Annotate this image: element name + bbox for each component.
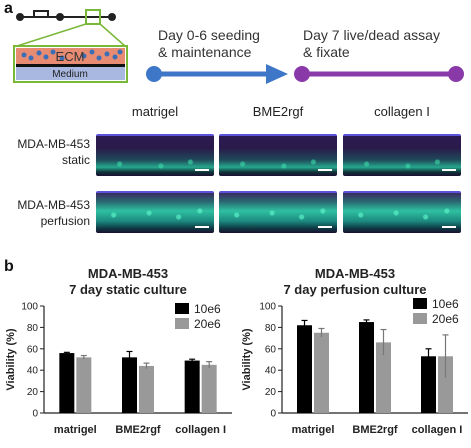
device-schematic: ECM Medium	[13, 9, 128, 83]
micrograph-perfusion-collagen	[343, 191, 461, 233]
category-label: collagen I	[175, 424, 226, 436]
y-tick-label: 40	[265, 366, 277, 377]
y-tick-label: 100	[259, 302, 276, 313]
col-head-matrigel: matrigel	[131, 104, 179, 119]
y-axis-label: Viability (%)	[241, 328, 253, 390]
chart1-title-line1: MDA-MB-453	[87, 266, 169, 281]
bar	[421, 356, 436, 413]
row-perfusion-line1: MDA-MB-453	[17, 198, 90, 212]
legend-label: 10e6	[432, 297, 459, 311]
category-label: matrigel	[292, 424, 335, 436]
scale-bar	[442, 226, 456, 228]
step1-dot	[146, 66, 162, 82]
micrograph-static-collagen	[343, 134, 461, 176]
step1-arrow-head	[266, 64, 288, 84]
bar	[122, 357, 137, 413]
y-tick-label: 20	[265, 387, 277, 398]
bar	[139, 365, 154, 413]
step2-text: Day 7 live/dead assay & fixate	[303, 27, 440, 61]
medium-label: Medium	[52, 69, 88, 80]
micrograph-perfusion-bme2rgf	[219, 191, 337, 233]
col-head-bme2rgf: BME2rgf	[252, 104, 304, 119]
channel-bend	[33, 10, 49, 17]
col-head-collagen: collagen I	[374, 104, 430, 119]
chart2-title: MDA-MB-453 7 day perfusion culture	[242, 266, 468, 298]
micrograph-perfusion-matrigel	[96, 191, 214, 233]
timeline-arrows	[146, 64, 464, 84]
bar	[359, 322, 374, 413]
scale-bar	[318, 226, 332, 228]
panel-b-letter: b	[4, 258, 14, 275]
bar	[314, 332, 329, 413]
legend-swatch	[413, 313, 427, 324]
legend-label: 20e6	[432, 312, 459, 326]
step2-start-dot	[294, 66, 310, 82]
step2-line1: Day 7 live/dead assay	[303, 27, 440, 43]
y-tick-label: 60	[265, 344, 277, 355]
inlet-port	[16, 13, 24, 21]
chart2-title-line2: 7 day perfusion culture	[283, 282, 427, 297]
chart2-title-line1: MDA-MB-453	[314, 266, 396, 281]
legend-swatch	[175, 303, 189, 314]
y-tick-label: 80	[265, 323, 277, 334]
port-middle	[56, 13, 64, 21]
y-tick-label: 20	[27, 387, 39, 398]
step1-line2: & maintenance	[158, 44, 252, 60]
step2-line2: & fixate	[303, 44, 350, 60]
category-label: matrigel	[54, 424, 97, 436]
zoom-box	[85, 9, 101, 25]
row-static-line1: MDA-MB-453	[17, 137, 90, 151]
medium-layer	[16, 67, 125, 80]
row-label-static: MDA-MB-453 static	[2, 136, 90, 168]
legend-label: 10e6	[194, 302, 221, 316]
legend-swatch	[175, 318, 189, 329]
bar	[438, 356, 453, 413]
zoom-frame	[13, 45, 128, 83]
scale-bar	[195, 169, 209, 171]
row-static-line2: static	[61, 153, 90, 167]
bar	[59, 353, 75, 413]
zoom-line-left	[16, 23, 87, 47]
chart-static-viability: 0 20 40 60 80 100 Viability (%) matrigel BME2rgf…	[5, 302, 232, 436]
bar	[376, 342, 391, 413]
chart-perfusion-viability: 0 20 40 60 80 100 Viability (%) matrigel BME2rgf…	[241, 297, 468, 436]
category-label: collagen I	[412, 424, 463, 436]
category-label: BME2rgf	[352, 424, 398, 436]
bar	[184, 360, 200, 413]
chart1-title: MDA-MB-453 7 day static culture	[20, 266, 236, 298]
legend-swatch	[413, 298, 427, 309]
y-axis-label: Viability (%)	[5, 328, 17, 390]
legend-label: 20e6	[194, 317, 221, 331]
y-tick-label: 100	[21, 302, 38, 313]
category-label: BME2rgf	[115, 424, 161, 436]
step1-text: Day 0-6 seeding & maintenance	[158, 27, 260, 61]
scale-bar	[318, 169, 332, 171]
micrograph-static-bme2rgf	[219, 134, 337, 176]
scale-bar	[442, 169, 456, 171]
bar	[76, 357, 92, 413]
panel-a-letter: a	[4, 0, 13, 17]
row-perfusion-line2: perfusion	[40, 214, 90, 228]
scale-bar	[195, 226, 209, 228]
chart1-title-line2: 7 day static culture	[69, 282, 187, 297]
y-tick-label: 0	[32, 409, 38, 420]
bar	[201, 364, 217, 413]
y-tick-label: 0	[270, 409, 276, 420]
step2-end-dot	[448, 66, 464, 82]
zoom-line-right	[99, 23, 126, 47]
row-label-perfusion: MDA-MB-453 perfusion	[2, 197, 90, 229]
y-tick-label: 80	[27, 323, 39, 334]
cells	[21, 49, 123, 61]
membrane-line	[16, 64, 125, 67]
y-tick-label: 40	[27, 366, 39, 377]
outlet-port	[108, 13, 116, 21]
micrograph-static-matrigel	[96, 134, 214, 176]
ecm-label: ECM	[56, 49, 85, 64]
bar	[297, 325, 312, 413]
y-tick-label: 60	[27, 344, 39, 355]
step1-line1: Day 0-6 seeding	[158, 27, 260, 43]
